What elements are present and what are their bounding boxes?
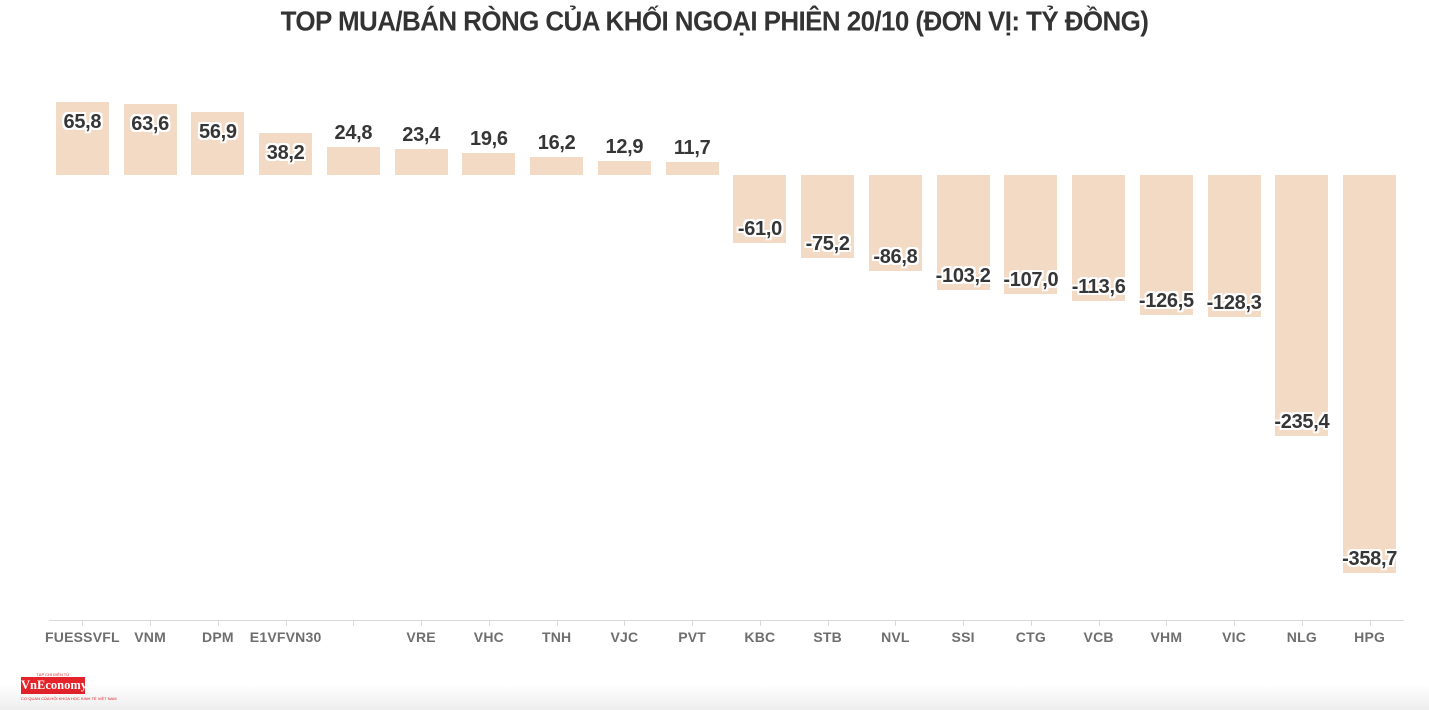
bar-value-label: 24,8 [334,122,373,145]
x-axis-label: FUESSVFL [45,629,120,645]
bar-value-label: -103,2 [935,264,991,287]
bar [191,111,245,175]
bar [597,160,651,175]
x-axis-label: KBC [744,629,776,645]
x-axis-tick [692,620,694,626]
bar [530,157,584,175]
x-axis-tick [353,620,355,626]
x-axis-label: VHM [1150,629,1183,645]
bar-value-label: -75,2 [805,233,850,256]
x-axis-label: VJC [610,629,639,645]
bar-value-label: -126,5 [1138,290,1194,313]
bar-value-label: -235,4 [1274,411,1330,434]
x-axis-label: PVT [678,629,707,645]
x-axis-tick [895,620,897,626]
bar [1275,175,1329,437]
x-axis-label: NVL [881,629,910,645]
bar-value-label: -86,8 [873,246,918,269]
bar-value-label: 38,2 [266,141,305,164]
bar [462,153,516,175]
bar [326,147,380,175]
bottom-edge-shadow [0,684,1429,710]
bar [394,149,448,175]
bar-value-label: 65,8 [63,110,102,133]
x-axis-label: DPM [202,629,234,645]
bar-value-label: 16,2 [537,132,576,155]
x-axis-label: TNH [541,629,572,645]
x-axis-tick [1030,620,1032,626]
x-axis-label: VHC [473,629,504,645]
x-axis-tick [759,620,761,626]
x-axis-tick [556,620,558,626]
bar [868,175,922,272]
bar [1207,175,1261,318]
x-axis-tick [285,620,287,626]
x-axis-tick [1098,620,1100,626]
vneconomy-logo-wordmark: VnEconomy [21,677,87,694]
x-axis-tick [82,620,84,626]
bar-value-label: -113,6 [1071,276,1126,299]
bar [55,101,109,175]
bar [733,175,787,243]
x-axis-label: VCB [1083,629,1114,645]
bar-value-label: -61,0 [737,217,782,240]
x-axis-tick [624,620,626,626]
x-axis-label: NLG [1286,629,1317,645]
x-axis-tick [827,620,829,626]
x-axis-tick [217,620,219,626]
x-axis-line [48,620,1404,621]
bar [1139,175,1193,316]
x-axis-label: E1VFVN30 [249,629,322,645]
x-axis-tick [1301,620,1303,626]
x-axis-label: HPG [1354,629,1386,645]
x-axis-tick [421,620,423,626]
x-axis-label: VIC [1222,629,1247,645]
bar-value-label: 11,7 [673,137,711,159]
bar-value-label: -128,3 [1206,292,1262,315]
vneconomy-logo: TẠP CHÍ ĐIỆN TỬ VnEconomy CƠ QUAN CỦA HỘ… [21,672,141,701]
bar-value-label: 23,4 [402,124,440,147]
logo-tagline-top: TẠP CHÍ ĐIỆN TỬ [36,672,70,677]
bar-value-label: -107,0 [1003,268,1059,291]
bar [259,132,313,175]
bar [1004,175,1058,294]
bar-value-label: 56,9 [199,120,237,143]
bar-value-label: -358,7 [1342,548,1398,571]
bar [1072,175,1126,302]
x-axis-tick [963,620,965,626]
bar [801,175,855,259]
bar-value-label: 12,9 [605,135,644,158]
logo-tagline-bottom: CƠ QUAN CỦA HỘI KHOA HỌC KINH TẾ VIỆT NA… [21,696,141,701]
x-axis-label: VRE [406,629,436,645]
bar [123,104,177,175]
x-axis-label: STB [813,629,842,645]
bar-value-label: 19,6 [470,128,508,151]
x-axis-tick [1369,620,1371,626]
x-axis-label: VNM [134,629,166,645]
bar-value-label: 63,6 [131,113,169,136]
x-axis-tick [1234,620,1236,626]
chart-title: TOP MUA/BÁN RÒNG CỦA KHỐI NGOẠI PHIÊN 20… [280,5,1149,37]
x-axis-label: CTG [1015,629,1046,645]
bar [936,175,990,290]
x-axis-label: SSI [951,629,975,645]
x-axis-tick [1166,620,1168,626]
bar [1343,175,1397,574]
bar [665,162,719,175]
x-axis-tick [488,620,490,626]
x-axis-tick [150,620,152,626]
